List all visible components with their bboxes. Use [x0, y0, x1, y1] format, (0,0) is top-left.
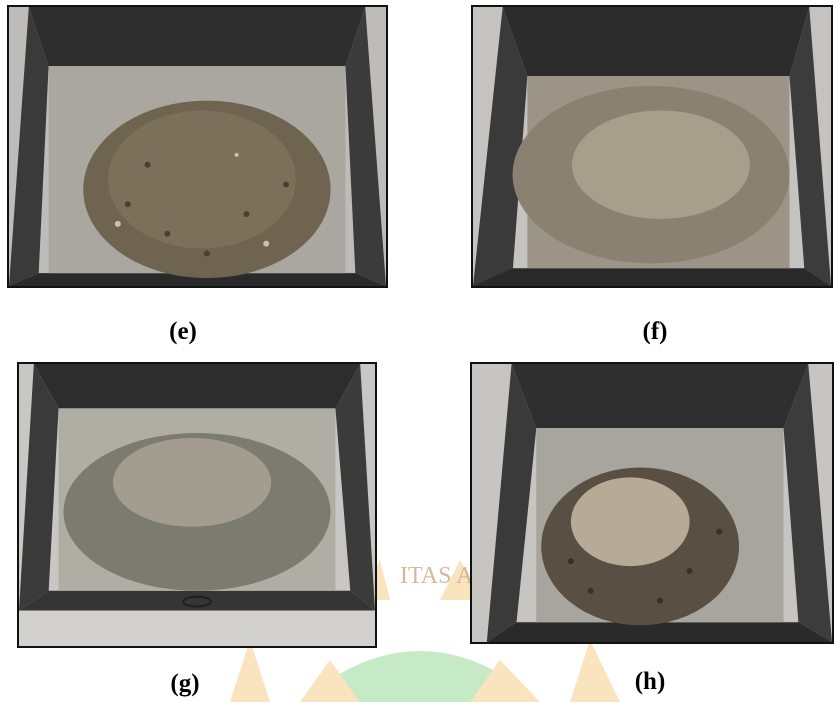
panel-label-e: (e)	[169, 318, 197, 345]
photo-panel-e	[7, 5, 388, 288]
panel-label-g: (g)	[170, 670, 200, 697]
panel-label-h: (h)	[634, 668, 666, 695]
panel-label-f: (f)	[642, 318, 668, 345]
watermark-text: ITAS A	[400, 563, 474, 589]
photo-panel-h	[470, 362, 834, 644]
photo-panel-g	[17, 362, 377, 648]
photo-panel-f	[471, 5, 833, 288]
